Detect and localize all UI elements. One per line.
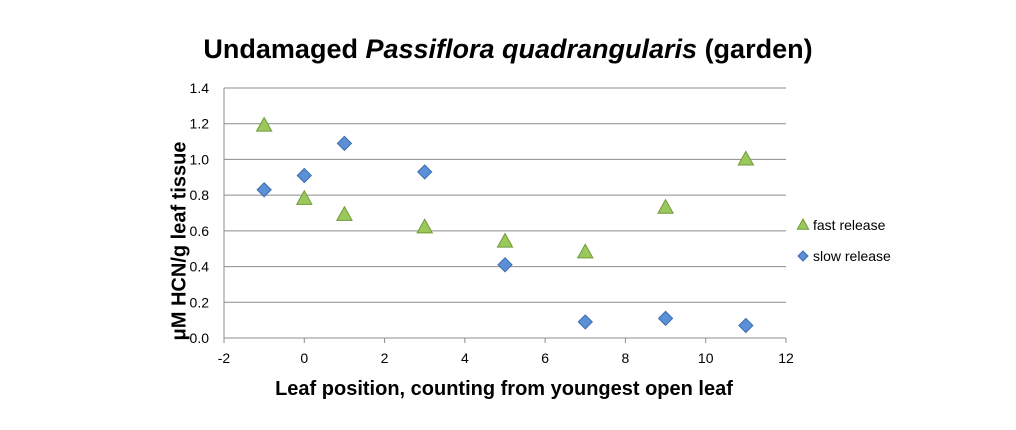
data-point-fast-release [657, 198, 675, 214]
legend-marker-slow-release [797, 250, 809, 262]
y-tick-label: 0.8 [190, 187, 210, 203]
y-tick-label: 0.6 [190, 223, 210, 239]
y-tick-label: 0.4 [190, 259, 210, 275]
chart-title-part1: Undamaged [203, 34, 366, 64]
x-tick-label: -2 [218, 350, 231, 366]
x-tick-label: 6 [541, 350, 549, 366]
data-point-slow-release [336, 135, 353, 152]
data-point-slow-release [657, 310, 674, 327]
data-point-fast-release [255, 116, 273, 132]
legend-marker-fast-release [796, 217, 810, 230]
legend-label: slow release [813, 248, 891, 264]
y-axis-label: μM HCN/g leaf tissue [168, 141, 191, 341]
data-point-slow-release [296, 167, 312, 184]
data-point-slow-release [577, 314, 593, 330]
data-point-fast-release [335, 205, 353, 221]
x-tick-label: 8 [622, 350, 630, 366]
x-tick-label: 10 [698, 350, 714, 366]
y-tick-label: 1.0 [190, 151, 210, 167]
chart-title: Undamaged Passiflora quadrangularis (gar… [0, 34, 1016, 65]
data-point-fast-release [416, 218, 434, 234]
data-point-slow-release [738, 317, 754, 334]
data-point-fast-release [576, 243, 594, 259]
data-point-fast-release [295, 189, 313, 205]
x-tick-label: 2 [381, 350, 389, 366]
data-point-fast-release [737, 150, 755, 166]
data-point-slow-release [497, 257, 513, 273]
chart-title-species: Passiflora quadrangularis [365, 34, 698, 64]
y-tick-label: 1.2 [190, 116, 210, 132]
legend-label: fast release [813, 217, 886, 233]
y-tick-label: 0.2 [190, 294, 210, 310]
data-point-slow-release [417, 164, 433, 180]
y-tick-label: 0.0 [190, 330, 210, 346]
data-point-fast-release [496, 232, 514, 248]
chart-title-part2: (garden) [697, 34, 813, 64]
x-tick-label: 0 [300, 350, 308, 366]
x-tick-label: 4 [461, 350, 469, 366]
x-axis-label: Leaf position, counting from youngest op… [275, 378, 733, 400]
data-point-slow-release [256, 182, 272, 198]
x-tick-label: 12 [778, 350, 794, 366]
y-tick-label: 1.4 [190, 80, 210, 96]
